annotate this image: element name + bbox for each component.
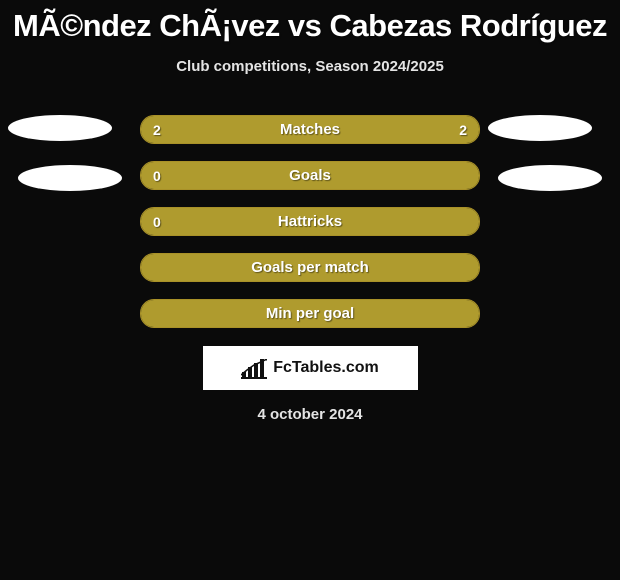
- stats-container: 2 2 Matches 0 Goals 0 Hattricks Goals per match…: [0, 115, 620, 328]
- page-title: MÃ©ndez ChÃ¡vez vs Cabezas Rodríguez: [13, 8, 607, 44]
- stat-bar: 0 Goals: [140, 161, 480, 190]
- stat-value-left: 2: [153, 122, 161, 138]
- stat-bar: Goals per match: [140, 253, 480, 282]
- stat-label: Hattricks: [278, 213, 342, 230]
- stat-row: Goals per match: [0, 253, 620, 282]
- logo-text: FcTables.com: [273, 359, 379, 377]
- stat-row: 0 Hattricks: [0, 207, 620, 236]
- stat-label: Matches: [280, 121, 340, 138]
- logo-chart-icon: [241, 357, 267, 379]
- ellipse-right: [498, 165, 602, 191]
- stat-value-left: 0: [153, 168, 161, 184]
- stat-bar: 2 2 Matches: [140, 115, 480, 144]
- stat-bar: 0 Hattricks: [140, 207, 480, 236]
- ellipse-left: [18, 165, 122, 191]
- stat-row: Min per goal: [0, 299, 620, 328]
- stat-bar: Min per goal: [140, 299, 480, 328]
- ellipse-left: [8, 115, 112, 141]
- stat-label: Min per goal: [266, 305, 354, 322]
- stat-value-left: 0: [153, 214, 161, 230]
- date-label: 4 october 2024: [257, 406, 362, 423]
- stat-row: 0 Goals: [0, 161, 620, 190]
- stat-value-right: 2: [459, 122, 467, 138]
- stat-row: 2 2 Matches: [0, 115, 620, 144]
- logo-box: FcTables.com: [203, 346, 418, 390]
- stat-label: Goals: [289, 167, 331, 184]
- stat-label: Goals per match: [251, 259, 369, 276]
- page-subtitle: Club competitions, Season 2024/2025: [176, 58, 444, 75]
- ellipse-right: [488, 115, 592, 141]
